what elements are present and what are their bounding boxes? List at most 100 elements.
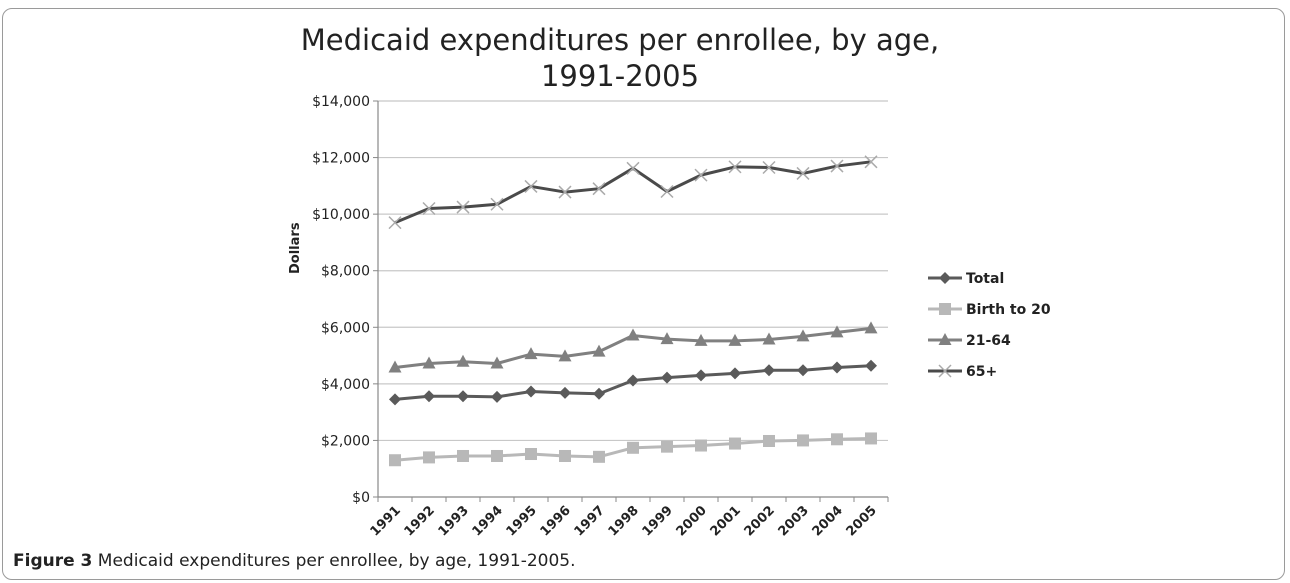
series-65--point [694,168,708,182]
series-65--point-stroke [762,160,776,175]
series-21-64-point [626,328,640,341]
series-birth-to-20-point [559,449,571,462]
series-65--point-stroke [660,184,674,199]
series-total-point [525,385,537,398]
y-tick-label: $10,000 [312,207,370,223]
x-tick-label: 1994 [470,503,506,539]
series-birth-to-20-point [695,439,707,452]
caption-label: Figure 3 [13,551,93,571]
series-65--point-stroke [830,159,844,173]
series-65--point-stroke [694,168,708,182]
chart-title-line-1: Medicaid expenditures per enrollee, by a… [300,23,940,57]
series-birth-to-20-point [491,449,503,462]
legend-65--label: 65+ [966,364,997,380]
x-tick-label: 1998 [606,503,642,539]
y-tick-label: $8,000 [321,264,370,280]
series-65--point-stroke [796,166,810,180]
series-21-64-point [728,333,742,346]
series-total-point [559,386,571,399]
legend-birth-to-20-label: Birth to 20 [966,302,1051,318]
legend-65--marker [938,364,952,378]
series-65--point [796,166,810,180]
chart-title-line-2: 1991-2005 [540,59,700,93]
y-tick-label: $4,000 [321,377,370,393]
x-tick-label: 1992 [402,503,438,539]
series-65--point [388,216,402,230]
series-total-point [457,390,469,403]
figure-caption: Figure 3 Medicaid expenditures per enrol… [13,551,576,571]
series-21-64-point [796,329,810,342]
series-65--point [456,200,470,214]
series-birth-to-20-point [831,433,843,446]
series-65--point-stroke [456,200,470,214]
series-total-point [695,369,707,382]
series-birth-to-20-point [763,434,775,447]
x-tick-label: 1995 [504,503,540,539]
series-birth-to-20-point [457,449,469,462]
x-tick-label: 2005 [844,503,880,539]
series-21-64-point [660,332,674,345]
series-65--point [728,160,742,174]
series-21-64-point [456,354,470,367]
series-65--point [830,159,844,173]
x-tick-label: 2000 [674,503,710,539]
series-65--point-stroke [558,185,572,199]
series-birth-to-20-point [797,434,809,447]
series-21-64-point [762,332,776,345]
legend-65--marker-stroke [938,364,952,378]
series-total-point [661,371,673,384]
y-tick-label: $0 [352,490,370,506]
series-65--point-stroke [728,160,742,174]
x-tick-label: 1999 [640,503,676,539]
series-65--point-stroke [388,216,402,230]
series-total-point [865,359,877,372]
series-total-point [797,364,809,377]
x-tick-label: 2003 [776,503,812,539]
series-65--point [660,184,674,199]
figure-frame [2,8,1285,580]
series-65--point [524,179,538,193]
chart-title: Medicaid expenditures per enrollee, by a… [300,22,940,94]
series-65--point [422,201,436,216]
series-21-64-point [490,356,504,369]
series-birth-to-20-point [389,454,401,467]
series-21-64-point [524,347,538,360]
series-birth-to-20-point [729,437,741,450]
series-21-64-point [422,356,436,369]
x-tick-label: 1993 [436,503,472,539]
y-tick-label: $6,000 [321,320,370,336]
legend-birth-to-20-marker [939,303,951,315]
legend-total-label: Total [966,271,1004,287]
series-65--point-stroke [864,155,878,169]
series-65--point-stroke [524,179,538,193]
series-birth-to-20-point [525,448,537,461]
x-tick-label: 2004 [810,503,846,539]
x-tick-label: 1997 [572,503,608,539]
series-65--point-stroke [592,182,606,196]
x-tick-label: 1991 [368,503,404,539]
series-65--point [490,197,504,211]
series-21-64-point [592,344,606,357]
series-21-64-point [558,349,572,362]
series-65--point [864,155,878,169]
x-tick-label: 1996 [538,503,574,539]
series-21-64-point [694,333,708,346]
series-total-point [389,393,401,406]
caption-text: Medicaid expenditures per enrollee, by a… [92,551,576,571]
series-65--point [626,161,640,175]
series-65--point [762,160,776,175]
series-21-64-point [830,325,844,338]
series-65--point-stroke [626,161,640,175]
series-total-point [763,364,775,377]
y-tick-label: $14,000 [312,94,370,110]
series-total-point [491,390,503,403]
series-65--point [592,182,606,196]
series-birth-to-20-point [593,450,605,463]
series-total-point [423,390,435,403]
series-birth-to-20-point [865,432,877,445]
series-65--point-stroke [490,197,504,211]
series-birth-to-20-point [423,451,435,464]
x-tick-label: 2002 [742,503,778,539]
series-total-point [627,374,639,387]
